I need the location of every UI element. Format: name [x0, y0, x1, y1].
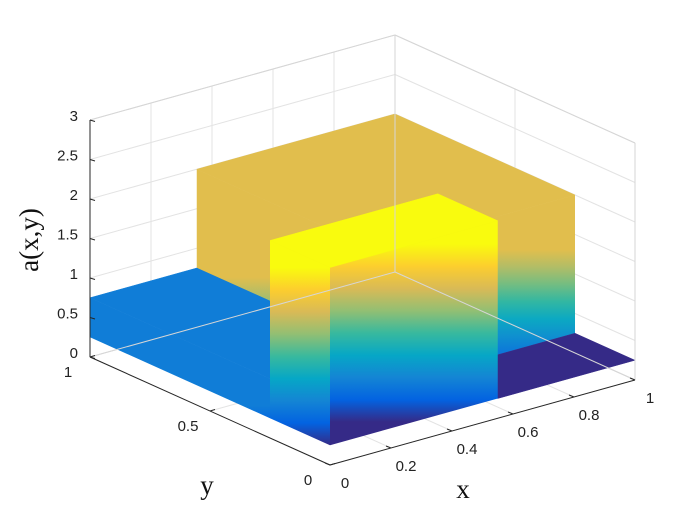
z-tick [89, 238, 96, 241]
axis-line [89, 34, 396, 121]
surface [89, 113, 636, 446]
z-tick-label: 3 [70, 108, 78, 125]
x-tick [324, 462, 331, 466]
y-tick-label: 1 [64, 364, 72, 381]
x-tick [629, 377, 636, 381]
z-tick [89, 317, 96, 320]
y-axis-label: y [200, 470, 214, 500]
y-tick [329, 463, 336, 466]
axis-line [89, 271, 396, 358]
z-axis-label: a(x,y) [14, 208, 44, 272]
x-tick-label: 1 [646, 390, 654, 407]
axis-line [329, 379, 636, 466]
z-tick-label: 1.5 [57, 226, 78, 243]
grid-line [394, 74, 636, 183]
x-tick-label: 0.8 [579, 407, 600, 424]
z-tick-label: 2 [70, 187, 78, 204]
y-tick-label: 0 [304, 472, 312, 489]
z-tick [89, 198, 96, 201]
axis-line [394, 34, 636, 144]
z-tick [89, 356, 96, 359]
y-tick [209, 409, 216, 412]
x-tick-label: 0.4 [457, 441, 478, 458]
z-tick-label: 0.5 [57, 305, 78, 322]
z-tick-label: 1 [70, 266, 78, 283]
z-tick [89, 159, 96, 162]
x-tick [568, 394, 575, 398]
grid-line [89, 74, 396, 160]
x-tick-label: 0 [341, 475, 349, 492]
surface-side [270, 240, 330, 446]
y-tick-label: 0.5 [178, 418, 199, 435]
surface-side [330, 220, 498, 446]
x-tick-label: 0.2 [396, 458, 417, 475]
axes: 0 0.2 0.4 0.6 0.8 1 0 0.5 1 0 0.5 1 1.5 2 2.5 3 [57, 34, 654, 492]
surface-top [269, 193, 499, 268]
x-tick [385, 445, 392, 449]
z-tick [89, 119, 96, 122]
z-tick [89, 277, 96, 280]
z-tick-label: 0 [70, 345, 78, 362]
surface-side [90, 297, 270, 419]
x-axis-label: x [456, 474, 470, 504]
x-tick [507, 411, 514, 415]
x-tick [446, 428, 453, 432]
x-tick-label: 0.6 [518, 424, 539, 441]
axis-line [394, 271, 636, 381]
z-tick-label: 2.5 [57, 147, 78, 164]
